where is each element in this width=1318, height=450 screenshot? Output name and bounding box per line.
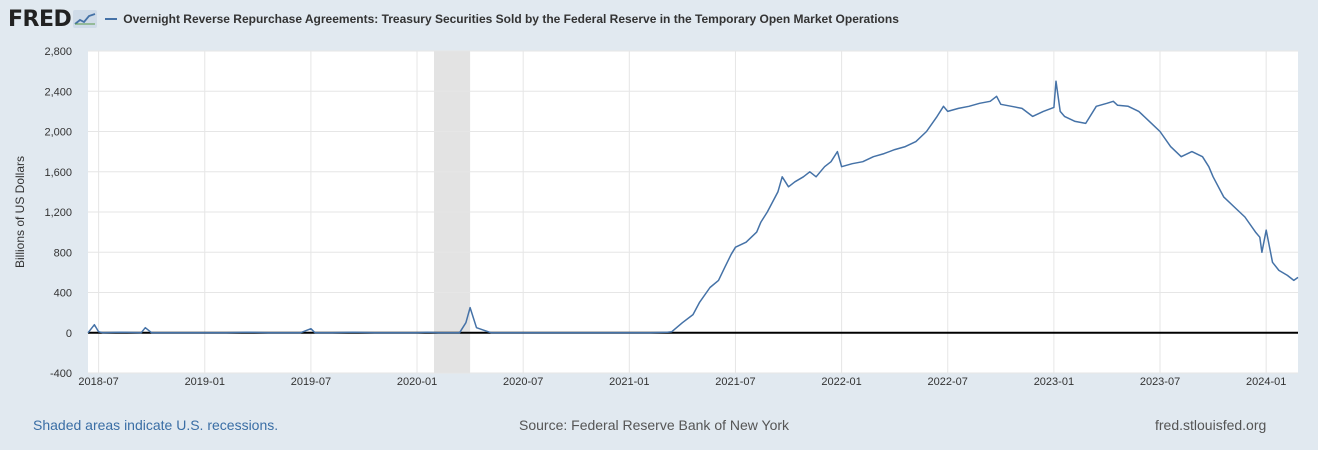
y-tick-label: 1,600	[44, 167, 72, 179]
y-tick-label: 2,000	[44, 127, 72, 139]
fred-logo-text: FRED	[8, 6, 72, 32]
x-tick-label: 2018-07	[78, 376, 118, 388]
y-tick-label: -400	[50, 368, 72, 380]
chart-legend[interactable]: Overnight Reverse Repurchase Agreements:…	[105, 12, 899, 26]
y-axis-label: Billions of US Dollars	[13, 156, 27, 268]
x-tick-label: 2019-01	[185, 376, 225, 388]
y-tick-label: 2,400	[44, 86, 72, 98]
y-tick-label: 1,200	[44, 207, 72, 219]
source-text: Source: Federal Reserve Bank of New York	[519, 417, 790, 433]
x-tick-label: 2021-07	[715, 376, 755, 388]
x-tick-label: 2023-07	[1140, 376, 1180, 388]
legend-swatch	[105, 18, 118, 20]
y-tick-label: 2,800	[44, 46, 72, 58]
recession-note-link[interactable]: Shaded areas indicate U.S. recessions.	[33, 417, 279, 433]
x-tick-label: 2022-01	[821, 376, 861, 388]
x-tick-label: 2019-07	[291, 376, 331, 388]
x-tick-label: 2022-07	[928, 376, 968, 388]
y-tick-label: 0	[66, 328, 72, 340]
x-tick-label: 2021-01	[609, 376, 649, 388]
y-tick-label: 400	[54, 288, 72, 300]
site-url[interactable]: fred.stlouisfed.org	[1155, 417, 1267, 433]
chart-title: Overnight Reverse Repurchase Agreements:…	[123, 12, 899, 26]
x-tick-label: 2024-01	[1246, 376, 1286, 388]
x-tick-label: 2023-01	[1034, 376, 1074, 388]
x-tick-label: 2020-07	[503, 376, 543, 388]
y-tick-label: 800	[54, 247, 72, 259]
chart-header: FRED Overnight Reverse Repurchase Agreem…	[8, 6, 899, 32]
fred-logo[interactable]: FRED	[8, 6, 98, 32]
x-tick-label: 2020-01	[397, 376, 437, 388]
fred-chart-icon	[73, 10, 98, 28]
series-line	[87, 80, 1299, 334]
line-chart[interactable]: -400 0 400 800 1,200 1,600 2,000 2,400 2,800 2018…	[0, 0, 1318, 405]
